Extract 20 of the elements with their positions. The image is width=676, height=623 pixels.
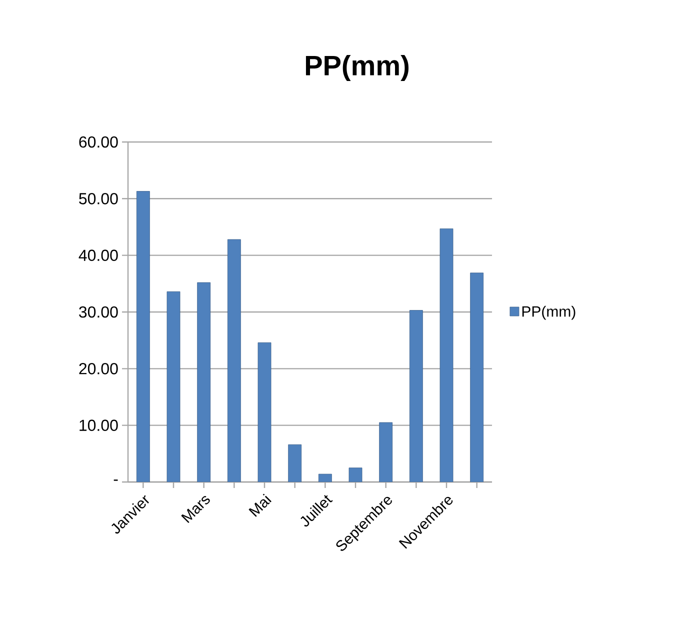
bar [166, 291, 180, 482]
bar [227, 239, 241, 482]
x-tick-label: Mai [248, 494, 272, 517]
y-tick-label: 30.00 [79, 306, 118, 318]
bar [470, 272, 484, 482]
y-tick-label: 60.00 [79, 136, 118, 148]
bar [136, 191, 150, 482]
y-tick-label: - [114, 480, 118, 481]
bar [197, 282, 211, 482]
y-tick-label: 50.00 [79, 193, 118, 204]
chart-title: PP(mm) [306, 54, 409, 82]
bar [258, 342, 272, 482]
bar [409, 310, 423, 482]
y-tick-label: 20.00 [79, 363, 118, 374]
bar [379, 422, 393, 482]
y-tick-label: 10.00 [80, 420, 118, 431]
y-tick-label: 40.00 [78, 250, 118, 261]
bar [288, 444, 302, 482]
legend-label: PP(mm) [522, 306, 576, 320]
bar [440, 228, 454, 482]
